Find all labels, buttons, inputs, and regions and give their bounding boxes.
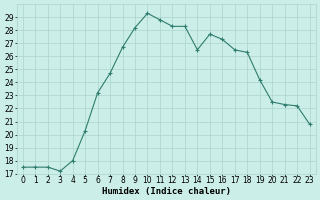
X-axis label: Humidex (Indice chaleur): Humidex (Indice chaleur) xyxy=(102,187,231,196)
